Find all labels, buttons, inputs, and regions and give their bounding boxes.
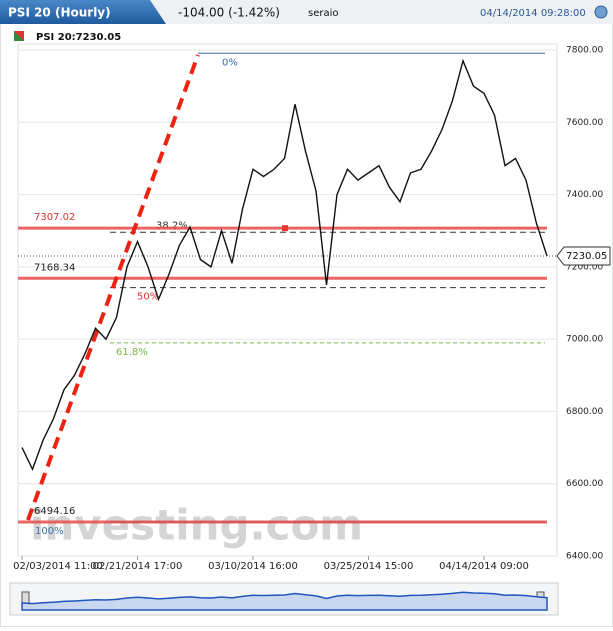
x-tick-label: 03/25/2014 15:00 [324,561,414,572]
x-tick-label: 02/03/2014 11:00 [13,561,103,572]
fib-label: 100% [35,526,64,537]
trendline [26,54,200,521]
level-handle [282,225,288,232]
level-label: 7307.02 [34,212,75,223]
x-tick-label: 02/21/2014 17:00 [93,561,183,572]
level-label: 7168.34 [34,262,75,273]
y-tick-label: 7000.00 [566,335,603,345]
settings-icon[interactable] [594,5,608,19]
last-price-tag [556,246,611,266]
x-tick-label: 03/10/2014 16:00 [208,561,298,572]
fib-label: 0% [222,57,238,68]
change: -104.00 (-1.42%) [178,6,280,20]
user: seraio [308,8,339,19]
x-tick-label: 04/14/2014 09:00 [439,561,529,572]
y-tick-label: 7600.00 [566,118,603,128]
fib-label: 61.8% [116,347,148,358]
y-tick-label: 6600.00 [566,479,603,489]
price-line [21,58,548,472]
level-label: 6494.16 [34,506,75,517]
fib-label: 50% [137,292,159,303]
legend-swatch-red [14,31,24,41]
last-price-label: 7230.05 [566,251,607,262]
title: PSI 20 (Hourly) [8,6,111,20]
watermark: investing.com [30,501,363,550]
y-tick-label: 7200.00 [566,262,603,272]
y-tick-label: 6800.00 [566,407,603,417]
legend: PSI 20:7230.05 [36,32,121,43]
navigator-area [21,591,548,611]
y-tick-label: 7800.00 [566,46,603,56]
y-tick-label: 7400.00 [566,190,603,200]
timestamp: 04/14/2014 09:28:00 [480,8,586,19]
title-tab [0,0,166,24]
y-tick-label: 6400.00 [566,552,603,562]
fib-label: 38.2% [156,220,188,231]
